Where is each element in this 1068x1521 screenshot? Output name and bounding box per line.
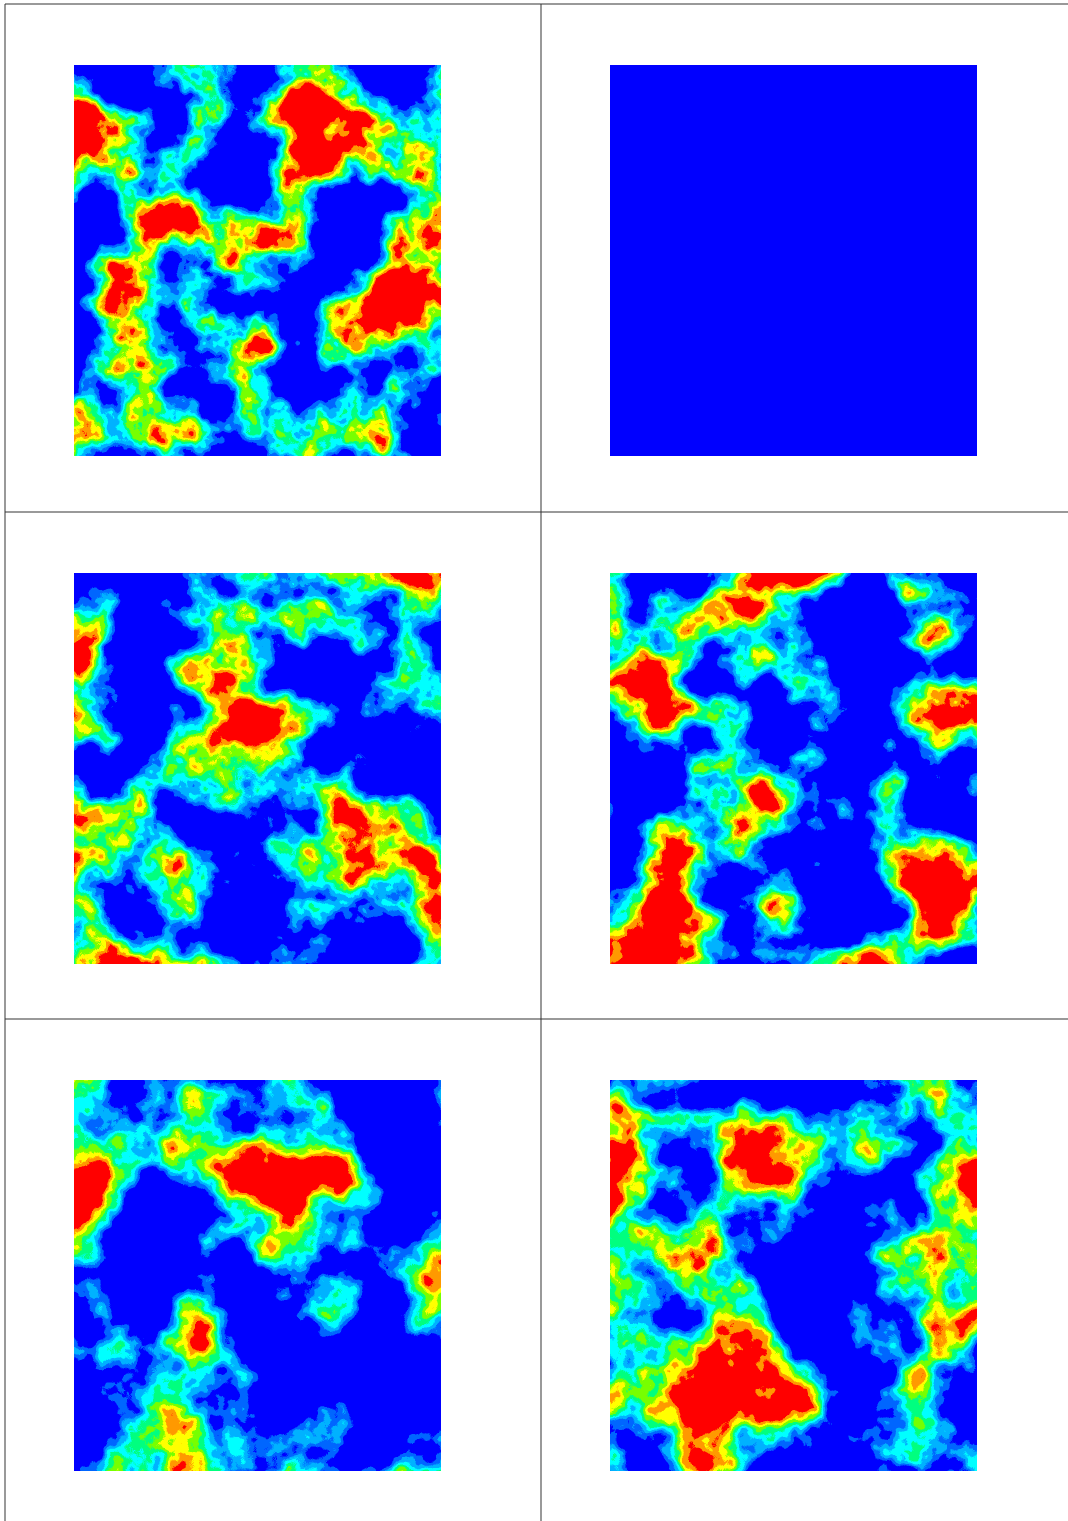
heatmap-panel <box>74 1080 441 1471</box>
heatmap-panel <box>74 65 441 456</box>
heatmap-panel <box>610 1080 977 1471</box>
heatmap-panel <box>74 573 441 964</box>
heatmap-panel <box>610 65 977 456</box>
heatmap-panel <box>610 573 977 964</box>
